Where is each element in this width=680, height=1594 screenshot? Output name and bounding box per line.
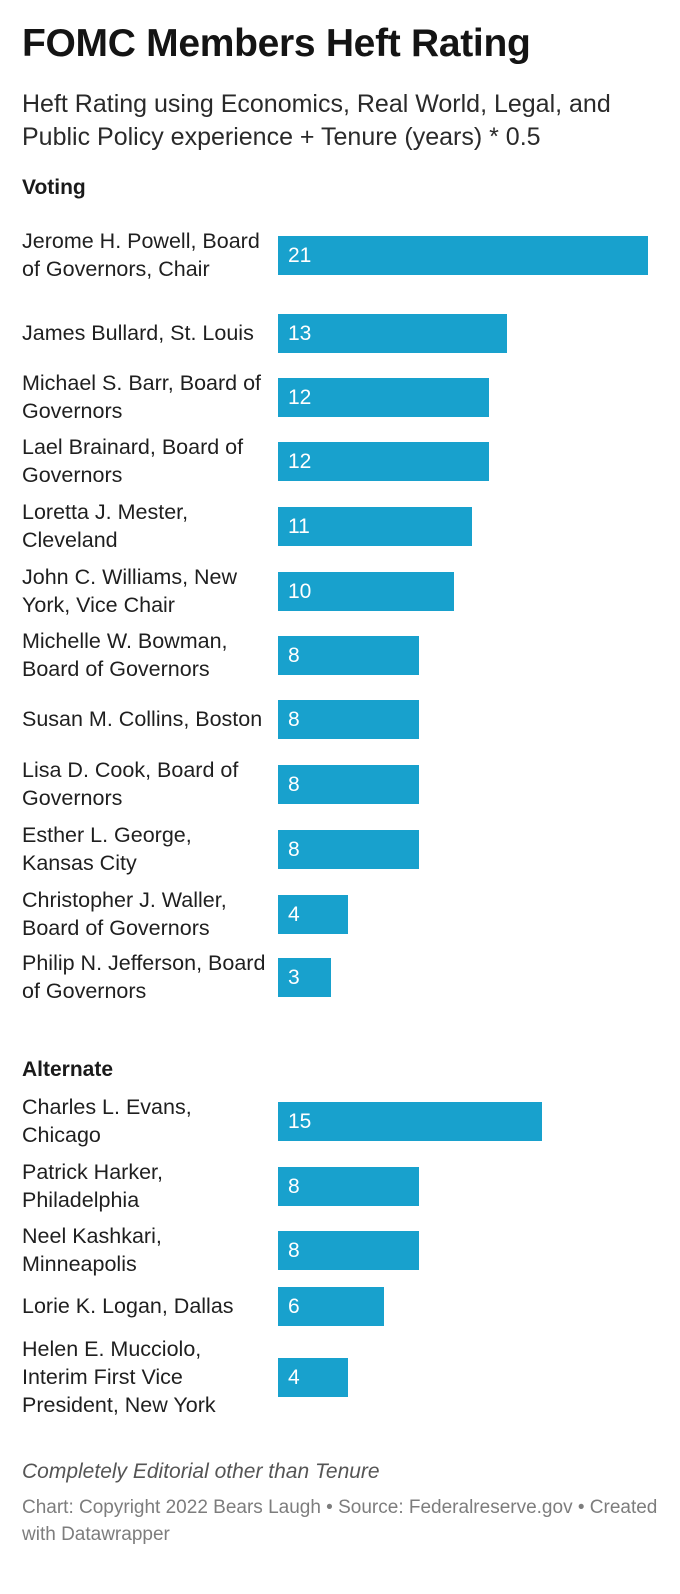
bar — [278, 829, 419, 869]
bar-label: Neel Kashkari, Minneapolis — [22, 1224, 162, 1276]
bar-label: Esther L. George, Kansas City — [22, 823, 192, 875]
bar-value-label: 4 — [288, 1365, 300, 1389]
chart-title: FOMC Members Heft Rating — [22, 22, 531, 65]
bar — [278, 1166, 419, 1206]
bar-label: Loretta J. Mester, Cleveland — [22, 500, 189, 552]
bar-value-label: 21 — [288, 243, 312, 267]
bar-label: James Bullard, St. Louis — [22, 321, 254, 345]
bar — [278, 571, 455, 611]
bar-label: Lisa D. Cook, Board of Governors — [22, 758, 239, 810]
bar — [278, 377, 490, 417]
bar-value-label: 12 — [288, 385, 312, 409]
chart-footer: Chart: Copyright 2022 Bears Laugh • Sour… — [22, 1497, 658, 1545]
bar — [278, 1286, 384, 1326]
bar-label: Michael S. Barr, Board of Governors — [22, 371, 261, 423]
bar-value-label: 15 — [288, 1109, 312, 1133]
bar — [278, 1101, 543, 1141]
bar — [278, 1357, 349, 1397]
group-header-alternate: Alternate — [22, 1058, 114, 1081]
bar-value-label: 11 — [288, 514, 310, 538]
bar — [278, 1230, 419, 1270]
bar-value-label: 13 — [288, 321, 312, 345]
bar — [278, 313, 508, 353]
bar-label: Lorie K. Logan, Dallas — [22, 1294, 234, 1318]
bar-label: Susan M. Collins, Boston — [22, 707, 263, 731]
bar — [278, 699, 419, 739]
bar-value-label: 8 — [288, 837, 300, 861]
bar-label: Christopher J. Waller, Board of Governor… — [22, 888, 227, 940]
bar-value-label: 3 — [288, 965, 300, 989]
bar-value-label: 8 — [288, 1238, 300, 1262]
bar-label: Helen E. Mucciolo, Interim First Vice Pr… — [22, 1337, 216, 1417]
group-header-voting: Voting — [22, 176, 86, 199]
bar — [278, 635, 419, 675]
bar — [278, 506, 472, 546]
bar-label: Lael Brainard, Board of Governors — [22, 435, 244, 487]
bar-value-label: 10 — [288, 579, 312, 603]
bar-value-label: 6 — [288, 1294, 300, 1318]
bar-label: John C. Williams, New York, Vice Chair — [22, 565, 238, 617]
bar-label: Philip N. Jefferson, Board of Governors — [22, 951, 266, 1003]
bar — [278, 441, 490, 481]
bar-value-label: 8 — [288, 643, 300, 667]
bar — [278, 764, 419, 804]
bar-label: Patrick Harker, Philadelphia — [22, 1160, 163, 1212]
bar-label: Michelle W. Bowman, Board of Governors — [22, 629, 228, 681]
chart-note: Completely Editorial other than Tenure — [22, 1460, 380, 1483]
bar-value-label: 4 — [288, 902, 300, 926]
bar-label: Jerome H. Powell, Board of Governors, Ch… — [22, 229, 260, 281]
bar — [278, 894, 349, 934]
bar — [278, 957, 331, 997]
bar — [278, 235, 648, 275]
bar-value-label: 8 — [288, 772, 300, 796]
bar-value-label: 8 — [288, 707, 300, 731]
bar-value-label: 8 — [288, 1174, 300, 1198]
bar-value-label: 12 — [288, 449, 312, 473]
chart-subtitle: Heft Rating using Economics, Real World,… — [22, 90, 611, 151]
bar-label: Charles L. Evans, Chicago — [22, 1095, 192, 1147]
